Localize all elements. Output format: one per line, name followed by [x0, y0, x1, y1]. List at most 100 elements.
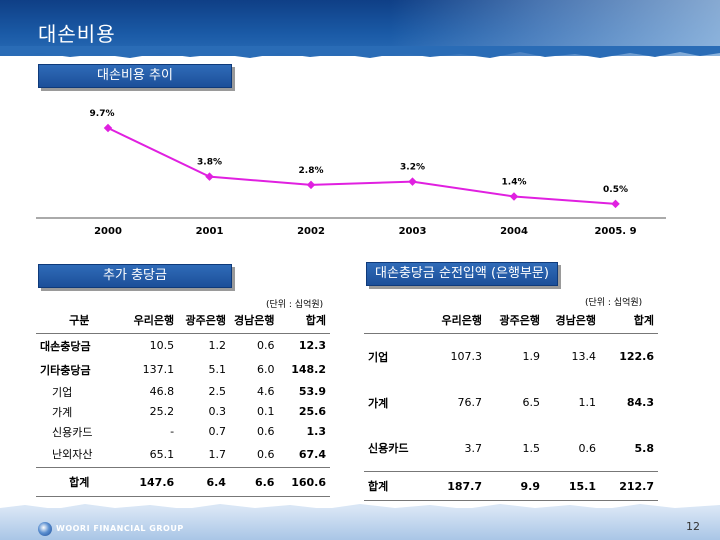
table2-cell: 76.7: [457, 396, 483, 409]
table2-total-cell: 15.1: [544, 471, 600, 501]
table2-header: [364, 307, 414, 334]
table2-row-label: 가계: [368, 396, 389, 410]
data-label: 3.2%: [400, 163, 425, 173]
table2-cell: 1.1: [578, 396, 597, 409]
table-row: 기타충당금 137.1 5.1 6.0 148.2: [36, 358, 330, 382]
table2-total-label: 합계: [364, 471, 414, 501]
table1-row-label: 신용카드: [52, 425, 93, 439]
x-tick-label: 2002: [297, 226, 325, 237]
table1-total-cell: 147.6: [122, 467, 179, 497]
table1-row-label: 기타충당금: [40, 363, 91, 377]
table1-header: 광주은행: [178, 307, 230, 334]
table2-total-row: 합계 187.7 9.9 15.1 212.7: [364, 471, 658, 501]
table1-cell: 0.1: [256, 405, 275, 418]
table1-cell: 1.3: [306, 425, 327, 438]
table1-cell: 12.3: [298, 339, 326, 353]
header-torn-edge: [0, 46, 720, 58]
table-row: 가계 76.7 6.5 1.1 84.3: [364, 380, 658, 426]
table2-total-cell: 9.9: [486, 471, 544, 501]
table2-row-label: 신용카드: [368, 442, 409, 456]
data-label: 1.4%: [502, 177, 527, 187]
table2-row-label: 기업: [368, 350, 389, 364]
table1-row-label: 기업: [52, 385, 73, 399]
table1-header-row: 구분 우리은행 광주은행 경남은행 합계: [36, 307, 330, 334]
table1-total-row: 합계 147.6 6.4 6.6 160.6: [36, 467, 330, 497]
table2-header: 경남은행: [544, 307, 600, 334]
page-title: 대손비용: [38, 22, 116, 46]
table2-unit: (단위 : 십억원): [585, 298, 643, 308]
table1-row-label: 가계: [52, 405, 73, 419]
table1-cell: 4.6: [256, 385, 275, 398]
table-row: 신용카드 3.7 1.5 0.6 5.8: [364, 426, 658, 472]
table1-cell: 148.2: [291, 363, 326, 376]
table1-total-cell: 6.4: [178, 467, 230, 497]
table1-cell: 0.6: [256, 447, 275, 461]
table1-row-label: 대손충당금: [40, 339, 91, 353]
table2-cell: 5.8: [634, 441, 655, 455]
table2-header: 우리은행: [414, 307, 486, 334]
data-point: [408, 177, 417, 186]
table1-cell: -: [170, 425, 175, 438]
table2-cell: 3.7: [464, 441, 483, 455]
section-tag-provisions: 추가 충당금: [38, 264, 232, 288]
data-point: [205, 172, 214, 181]
provisions-table: 구분 우리은행 광주은행 경남은행 합계 대손충당금 10.5 1.2 0.6 …: [36, 307, 330, 497]
x-tick-label: 2004: [500, 226, 528, 237]
table1-header: 경남은행: [229, 307, 279, 334]
data-label: 9.7%: [90, 109, 115, 119]
table2-header: 합계: [600, 307, 658, 334]
data-point: [306, 180, 316, 190]
x-tick-label: 2001: [195, 226, 224, 237]
data-label: 0.5%: [603, 185, 628, 195]
table1-header: 구분: [36, 307, 123, 334]
table1-cell: 46.8: [149, 385, 175, 398]
table2-total-cell: 212.7: [600, 471, 658, 501]
table1-cell: 1.2: [208, 339, 226, 353]
table1-cell: 53.9: [298, 385, 326, 398]
table-row: 가계 25.2 0.3 0.1 25.6: [36, 402, 330, 422]
table2-header-row: 우리은행 광주은행 경남은행 합계: [364, 307, 658, 334]
table1-row-label: 난외자산: [52, 448, 93, 462]
footer-band: [0, 508, 720, 540]
woori-logo-icon: [38, 522, 52, 536]
table2-cell: 84.3: [626, 396, 654, 409]
table1-total-cell: 6.6: [229, 467, 279, 497]
data-point: [509, 192, 519, 201]
series-line: [107, 127, 616, 205]
net-provisions-table: 우리은행 광주은행 경남은행 합계 기업 107.3 1.9 13.4 122.…: [364, 307, 658, 501]
table2-cell: 0.6: [578, 441, 597, 455]
table1-cell: 0.3: [208, 405, 226, 418]
table1-cell: 5.1: [208, 363, 226, 376]
x-tick-label: 2003: [398, 226, 427, 237]
table-row: 신용카드 - 0.7 0.6 1.3: [36, 422, 330, 442]
table1-cell: 25.6: [298, 405, 326, 418]
logo-text: WOORI FINANCIAL GROUP: [56, 524, 184, 533]
trend-chart: 9.7% 3.8% 2.8% 3.2% 1.4% 0.5%: [36, 92, 666, 220]
table2-header: 광주은행: [486, 307, 544, 334]
page-number: 12: [686, 520, 700, 533]
x-tick-label: 2000: [94, 226, 122, 237]
table1-cell: 0.6: [256, 425, 275, 438]
x-tick-label: 2005. 9: [594, 226, 637, 237]
table1-cell: 6.0: [256, 363, 275, 376]
table1-cell: 65.1: [149, 447, 175, 461]
table-row: 난외자산 65.1 1.7 0.6 67.4: [36, 442, 330, 468]
data-label: 2.8%: [299, 166, 324, 176]
table1-total-label: 합계: [36, 467, 123, 497]
table1-cell: 0.6: [256, 339, 275, 353]
table1-cell: 2.5: [208, 385, 226, 398]
table1-cell: 137.1: [142, 363, 175, 376]
table2-cell: 1.9: [522, 350, 541, 364]
table1-cell: 0.7: [208, 425, 226, 438]
table2-cell: 1.5: [522, 441, 541, 455]
table1-header: 합계: [278, 307, 330, 334]
table2-cell: 6.5: [522, 396, 541, 409]
table-row: 기업 107.3 1.9 13.4 122.6: [364, 334, 658, 380]
table1-cell: 67.4: [298, 447, 326, 461]
table-row: 기업 46.8 2.5 4.6 53.9: [36, 382, 330, 402]
section-tag-net: 대손충당금 순전입액 (은행부문): [366, 262, 558, 286]
data-point: [103, 123, 113, 133]
section-tag-trend: 대손비용 추이: [38, 64, 232, 88]
table2-cell: 122.6: [619, 350, 654, 364]
table2-total-cell: 187.7: [414, 471, 486, 501]
